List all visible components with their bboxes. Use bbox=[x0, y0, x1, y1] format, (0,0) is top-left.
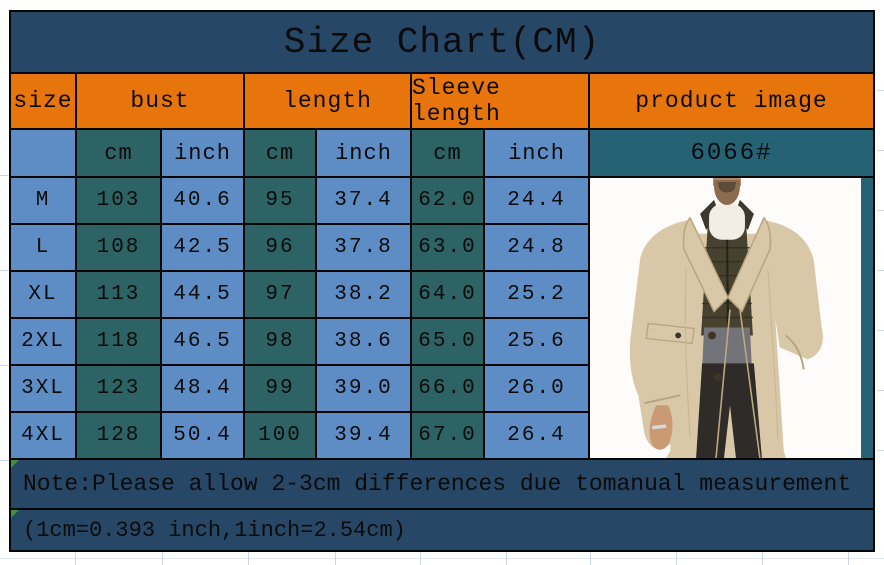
note-text: Note:Please allow 2-3cm differences due … bbox=[23, 471, 852, 497]
gridline bbox=[0, 460, 9, 461]
length-inch: 37.4 bbox=[317, 178, 410, 223]
length-inch: 39.4 bbox=[317, 413, 410, 458]
gridline bbox=[248, 552, 249, 565]
bust-inch: 48.4 bbox=[162, 366, 243, 411]
length-inch: 37.8 bbox=[317, 225, 410, 270]
gridline bbox=[0, 175, 9, 176]
sleeve-cm: 64.0 bbox=[412, 272, 483, 317]
sleeve-inch: 24.4 bbox=[485, 178, 588, 223]
length-inch: 38.6 bbox=[317, 319, 410, 364]
bust-inch: 46.5 bbox=[162, 319, 243, 364]
sleeve-cm: 67.0 bbox=[412, 413, 483, 458]
product-photo bbox=[590, 178, 861, 458]
column-header-bust: bust bbox=[77, 74, 243, 128]
bust-cm: 113 bbox=[77, 272, 160, 317]
size-label: M bbox=[11, 178, 75, 223]
bust-inch: 42.5 bbox=[162, 225, 243, 270]
length-cm: 100 bbox=[245, 413, 315, 458]
size-label: 3XL bbox=[11, 366, 75, 411]
gridline bbox=[162, 552, 163, 565]
gridline bbox=[848, 552, 849, 565]
bust-inch: 40.6 bbox=[162, 178, 243, 223]
cell-flag-triangle bbox=[11, 460, 19, 468]
gridline bbox=[877, 390, 884, 391]
conversion-row: (1cm=0.393 inch,1inch=2.54cm) bbox=[11, 510, 873, 550]
sleeve-inch: 25.2 bbox=[485, 272, 588, 317]
size-label: 2XL bbox=[11, 319, 75, 364]
length-inch: 38.2 bbox=[317, 272, 410, 317]
unit-sleeve-inch: inch bbox=[485, 130, 588, 176]
cell-flag-triangle bbox=[11, 510, 19, 518]
gridline bbox=[877, 150, 884, 151]
bust-cm: 123 bbox=[77, 366, 160, 411]
sleeve-inch: 26.0 bbox=[485, 366, 588, 411]
chart-title: Size Chart(CM) bbox=[11, 12, 873, 72]
gridline bbox=[877, 450, 884, 451]
bust-cm: 128 bbox=[77, 413, 160, 458]
size-label: 4XL bbox=[11, 413, 75, 458]
unit-bust-inch: inch bbox=[162, 130, 243, 176]
unit-sleeve-cm: cm bbox=[412, 130, 483, 176]
sleeve-cm: 62.0 bbox=[412, 178, 483, 223]
unit-length-cm: cm bbox=[245, 130, 315, 176]
size-label: L bbox=[11, 225, 75, 270]
column-header-product: product image bbox=[590, 74, 873, 128]
sleeve-cm: 65.0 bbox=[412, 319, 483, 364]
unit-length-inch: inch bbox=[317, 130, 410, 176]
gridline bbox=[762, 552, 763, 565]
bust-cm: 108 bbox=[77, 225, 160, 270]
column-header-sleeve: Sleeve length bbox=[412, 74, 588, 128]
bust-cm: 103 bbox=[77, 178, 160, 223]
sleeve-inch: 24.8 bbox=[485, 225, 588, 270]
conversion-text: (1cm=0.393 inch,1inch=2.54cm) bbox=[23, 517, 406, 543]
product-code: 6066# bbox=[590, 130, 873, 176]
gridline bbox=[676, 552, 677, 565]
bust-cm: 118 bbox=[77, 319, 160, 364]
gridline bbox=[877, 270, 884, 271]
gridline bbox=[877, 330, 884, 331]
length-cm: 99 bbox=[245, 366, 315, 411]
gridline bbox=[877, 90, 884, 91]
sleeve-cm: 63.0 bbox=[412, 225, 483, 270]
length-cm: 98 bbox=[245, 319, 315, 364]
unit-bust-cm: cm bbox=[77, 130, 160, 176]
size-chart-table: Size Chart(CM) size bust length Sleeve l… bbox=[9, 10, 875, 552]
gridline bbox=[420, 552, 421, 565]
coat-model-illustration bbox=[590, 178, 861, 458]
product-image-cell bbox=[590, 178, 873, 458]
gridline bbox=[590, 552, 591, 565]
column-header-size: size bbox=[11, 74, 75, 128]
gridline bbox=[0, 365, 9, 366]
gridline bbox=[0, 558, 884, 559]
length-inch: 39.0 bbox=[317, 366, 410, 411]
note-row: Note:Please allow 2-3cm differences due … bbox=[11, 460, 873, 508]
gridline bbox=[0, 270, 9, 271]
length-cm: 96 bbox=[245, 225, 315, 270]
bust-inch: 50.4 bbox=[162, 413, 243, 458]
column-header-length: length bbox=[245, 74, 410, 128]
sleeve-inch: 26.4 bbox=[485, 413, 588, 458]
gridline bbox=[75, 552, 76, 565]
gridline bbox=[335, 552, 336, 565]
length-cm: 95 bbox=[245, 178, 315, 223]
units-spacer-cell bbox=[11, 130, 75, 176]
gridline bbox=[877, 210, 884, 211]
size-label: XL bbox=[11, 272, 75, 317]
sleeve-cm: 66.0 bbox=[412, 366, 483, 411]
gridline bbox=[506, 552, 507, 565]
bust-inch: 44.5 bbox=[162, 272, 243, 317]
length-cm: 97 bbox=[245, 272, 315, 317]
sleeve-inch: 25.6 bbox=[485, 319, 588, 364]
